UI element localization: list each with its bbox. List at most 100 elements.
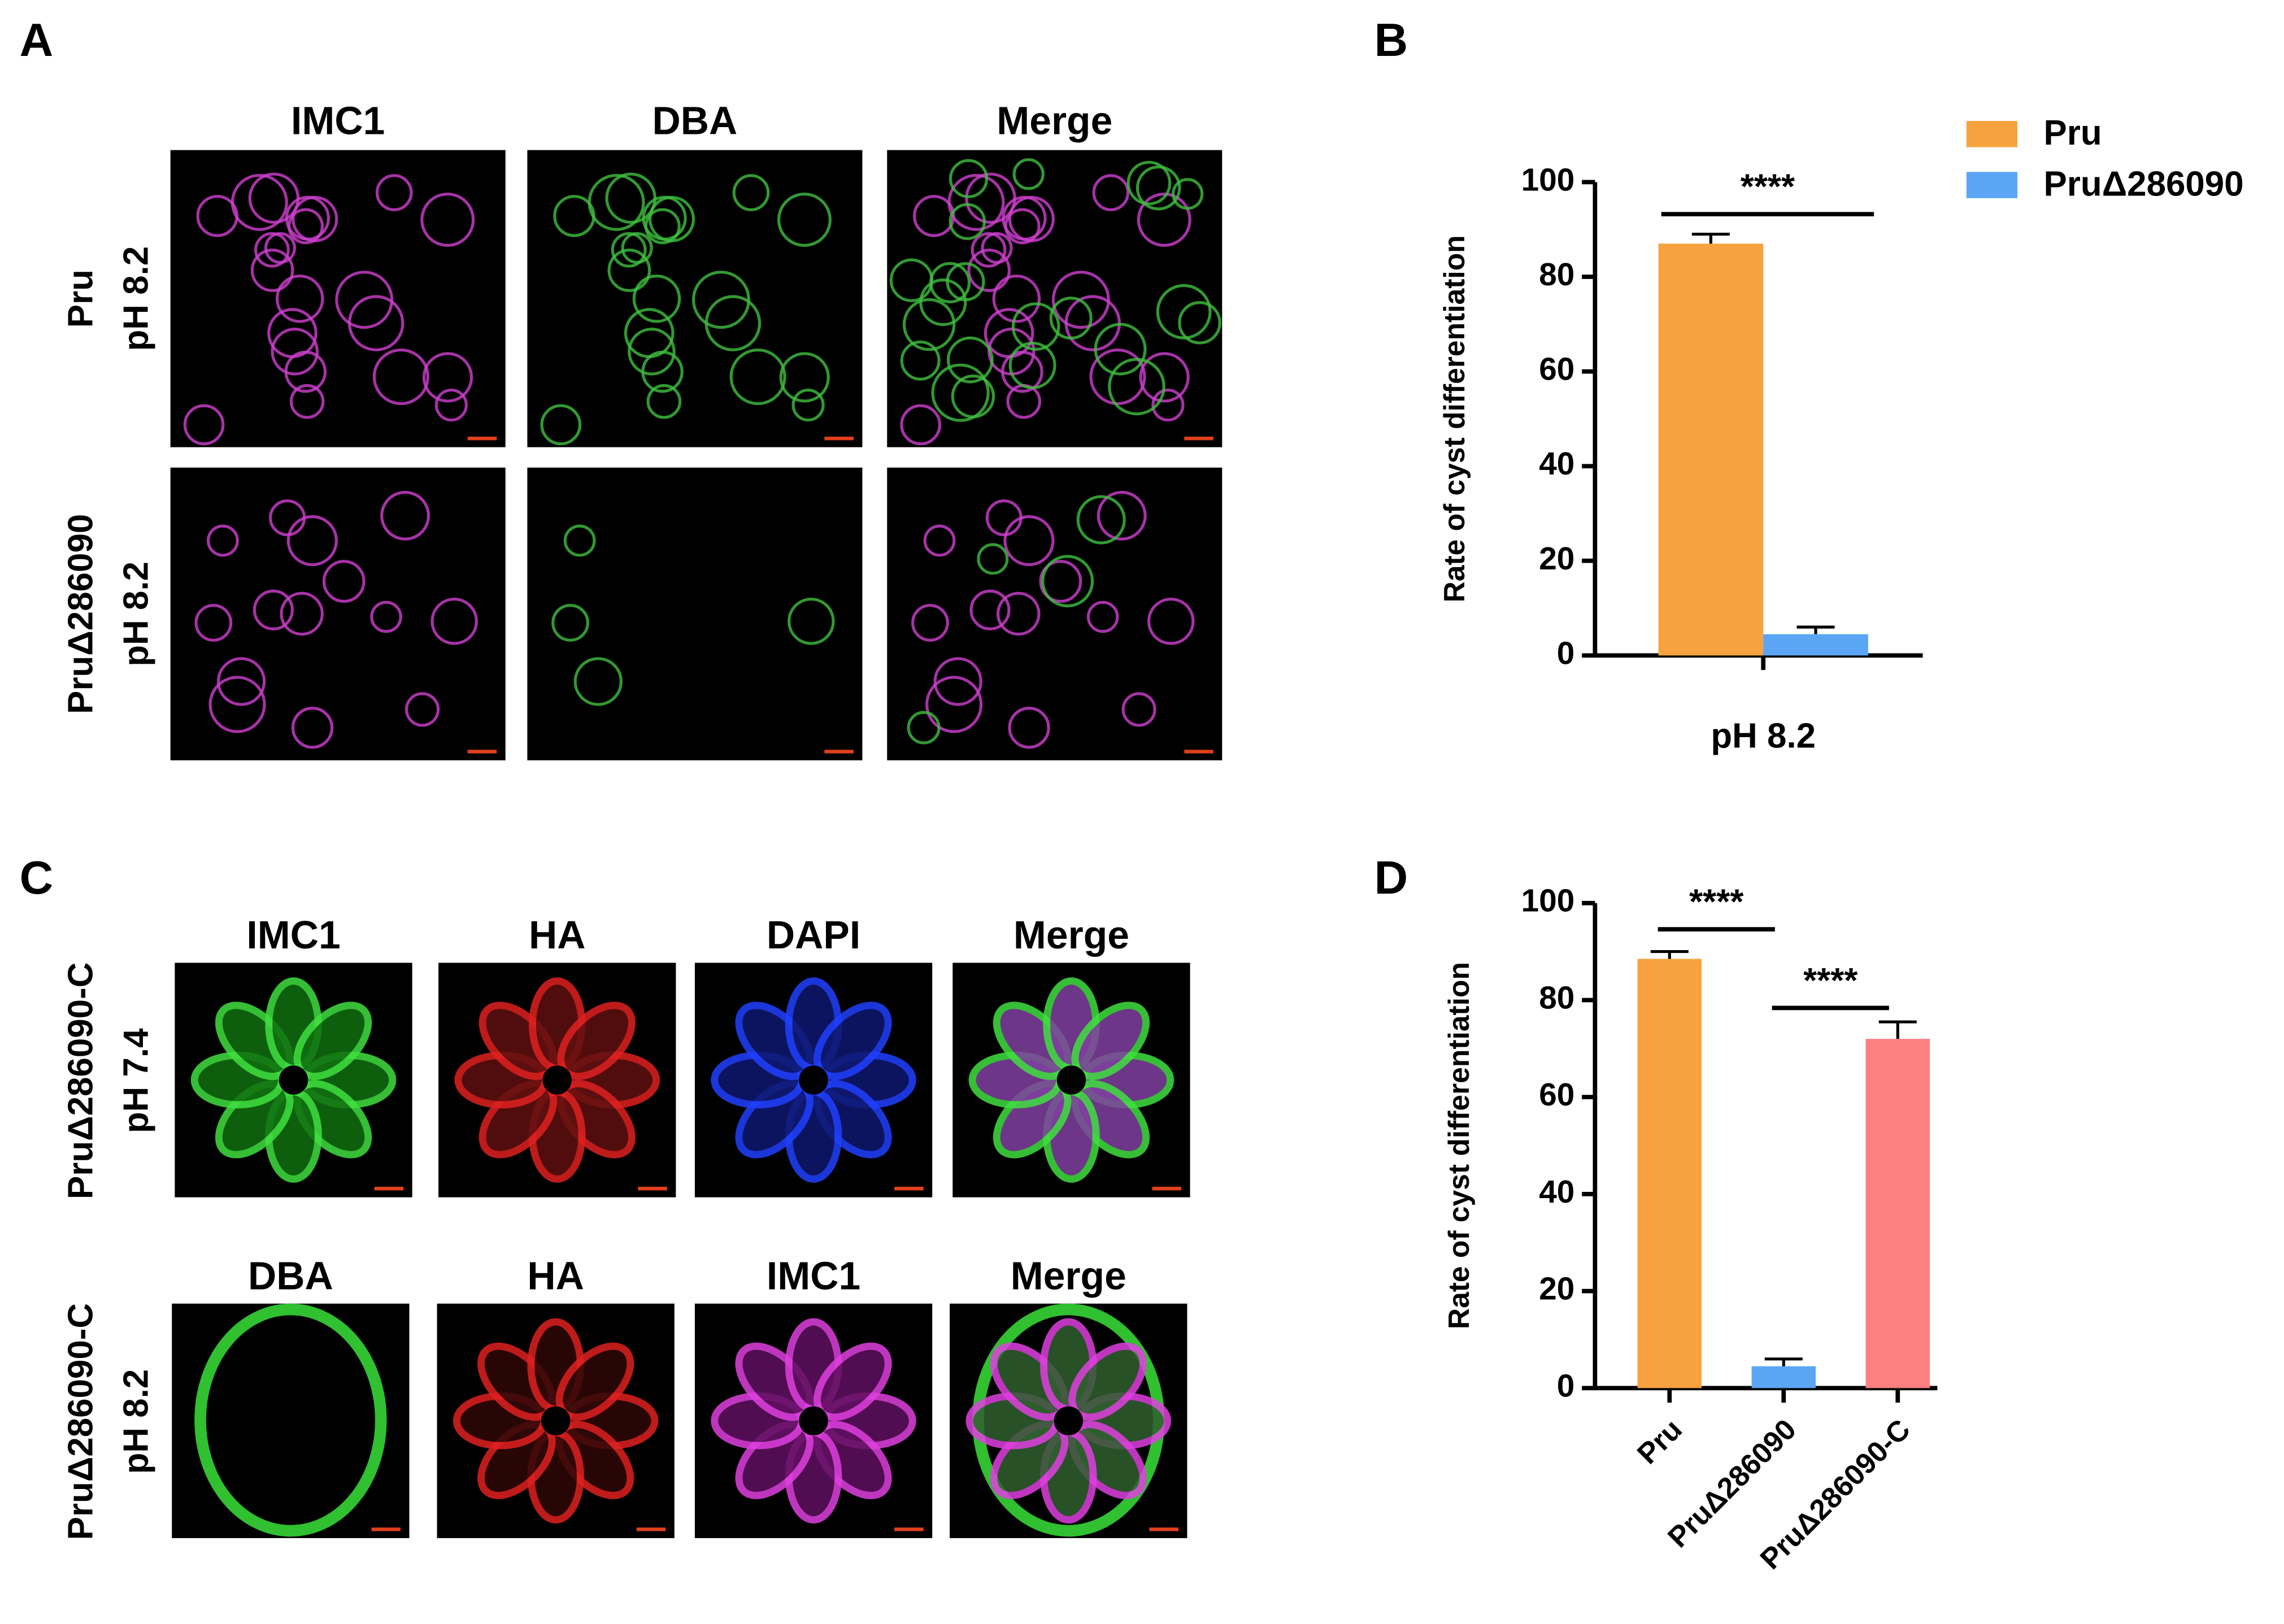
cell — [420, 193, 475, 247]
cell — [430, 598, 478, 645]
cell — [611, 232, 647, 268]
cell — [1178, 301, 1221, 345]
significance-label: **** — [1741, 168, 1795, 207]
row-label: pH 8.2 — [116, 1369, 155, 1474]
column-label: HA — [527, 1253, 584, 1298]
legend-swatch — [1966, 121, 2018, 147]
cell — [269, 499, 306, 537]
cell — [250, 249, 294, 292]
cell — [216, 657, 266, 706]
center — [1054, 1406, 1084, 1436]
cell — [551, 604, 589, 642]
center — [279, 1065, 308, 1095]
cell — [632, 275, 681, 323]
cell — [1008, 341, 1056, 389]
panel-letter: B — [1374, 14, 1408, 66]
error-bar — [1691, 233, 1730, 244]
cell — [291, 707, 334, 749]
cell — [1151, 388, 1185, 422]
legend-label: Pru — [2044, 114, 2102, 153]
column-label: DAPI — [767, 913, 860, 957]
cell — [1156, 284, 1212, 339]
row-label: PruΔ286090-C — [61, 963, 100, 1199]
row-label: Pru — [61, 269, 100, 328]
y-tick-label: 60 — [1539, 1077, 1574, 1113]
y-tick-label: 20 — [1539, 1272, 1574, 1307]
cell — [370, 600, 402, 633]
error-bar — [1650, 950, 1689, 959]
cell — [422, 352, 473, 403]
cell — [271, 328, 319, 376]
cell — [1041, 555, 1094, 608]
x-tick-label: pH 8.2 — [1711, 717, 1816, 756]
cell — [573, 657, 623, 706]
y-tick-label: 100 — [1521, 883, 1575, 919]
cell — [628, 328, 676, 376]
row-label: pH 8.2 — [116, 246, 155, 351]
cell — [208, 676, 266, 733]
cell — [788, 598, 835, 645]
cell — [977, 543, 1009, 575]
cell — [911, 604, 949, 642]
legend-label: PruΔ286090 — [2044, 164, 2244, 203]
cell — [207, 524, 239, 557]
cell — [1126, 160, 1172, 206]
cell — [732, 174, 770, 211]
cell — [372, 348, 429, 406]
center — [799, 1065, 828, 1095]
cell — [276, 275, 324, 323]
center — [542, 1065, 572, 1095]
cell — [900, 404, 941, 446]
micrograph — [887, 467, 1223, 761]
cell — [1003, 515, 1055, 567]
y-tick-label: 80 — [1539, 980, 1574, 1016]
micrograph — [527, 467, 863, 761]
y-tick-label: 40 — [1539, 446, 1574, 482]
cell — [605, 172, 656, 224]
error-bar — [1796, 625, 1835, 634]
center — [1056, 1065, 1086, 1095]
cell — [931, 363, 990, 422]
cell — [563, 524, 596, 557]
y-tick-label: 0 — [1557, 1368, 1575, 1404]
cell — [196, 195, 238, 237]
cell — [946, 262, 985, 302]
column-label: IMC1 — [246, 913, 340, 957]
cell — [933, 657, 982, 706]
cell — [1049, 297, 1093, 340]
cell — [1094, 323, 1147, 376]
bar — [1763, 634, 1868, 656]
row-label: PruΔ286090-C — [61, 1303, 100, 1540]
significance-label: **** — [1689, 883, 1744, 922]
cell — [289, 384, 325, 419]
cell — [267, 308, 317, 358]
cell — [1172, 178, 1204, 210]
cell — [946, 336, 994, 384]
cell — [280, 591, 324, 636]
cell — [997, 591, 1041, 636]
micrograph — [172, 1303, 410, 1538]
cell — [692, 271, 750, 329]
cell — [322, 560, 366, 603]
cell — [540, 404, 582, 446]
cell — [404, 692, 440, 727]
cell — [553, 195, 595, 237]
bar — [1637, 959, 1702, 1388]
bar — [1658, 243, 1764, 656]
y-axis-label: Rate of cyst differentiation — [1438, 235, 1471, 602]
panel-letter: C — [20, 852, 54, 904]
column-label: DBA — [652, 99, 738, 143]
cell — [434, 388, 468, 422]
row-label: pH 8.2 — [116, 561, 155, 667]
y-tick-label: 60 — [1539, 352, 1574, 388]
cell — [607, 249, 651, 292]
column-label: IMC1 — [767, 1253, 860, 1298]
error-bar — [1878, 1020, 1917, 1039]
cell — [1092, 174, 1130, 211]
cell — [1089, 348, 1146, 406]
cell — [1086, 600, 1119, 633]
y-tick-label: 0 — [1557, 635, 1575, 671]
cell — [1039, 560, 1082, 603]
center — [799, 1406, 828, 1436]
cell — [949, 203, 986, 240]
